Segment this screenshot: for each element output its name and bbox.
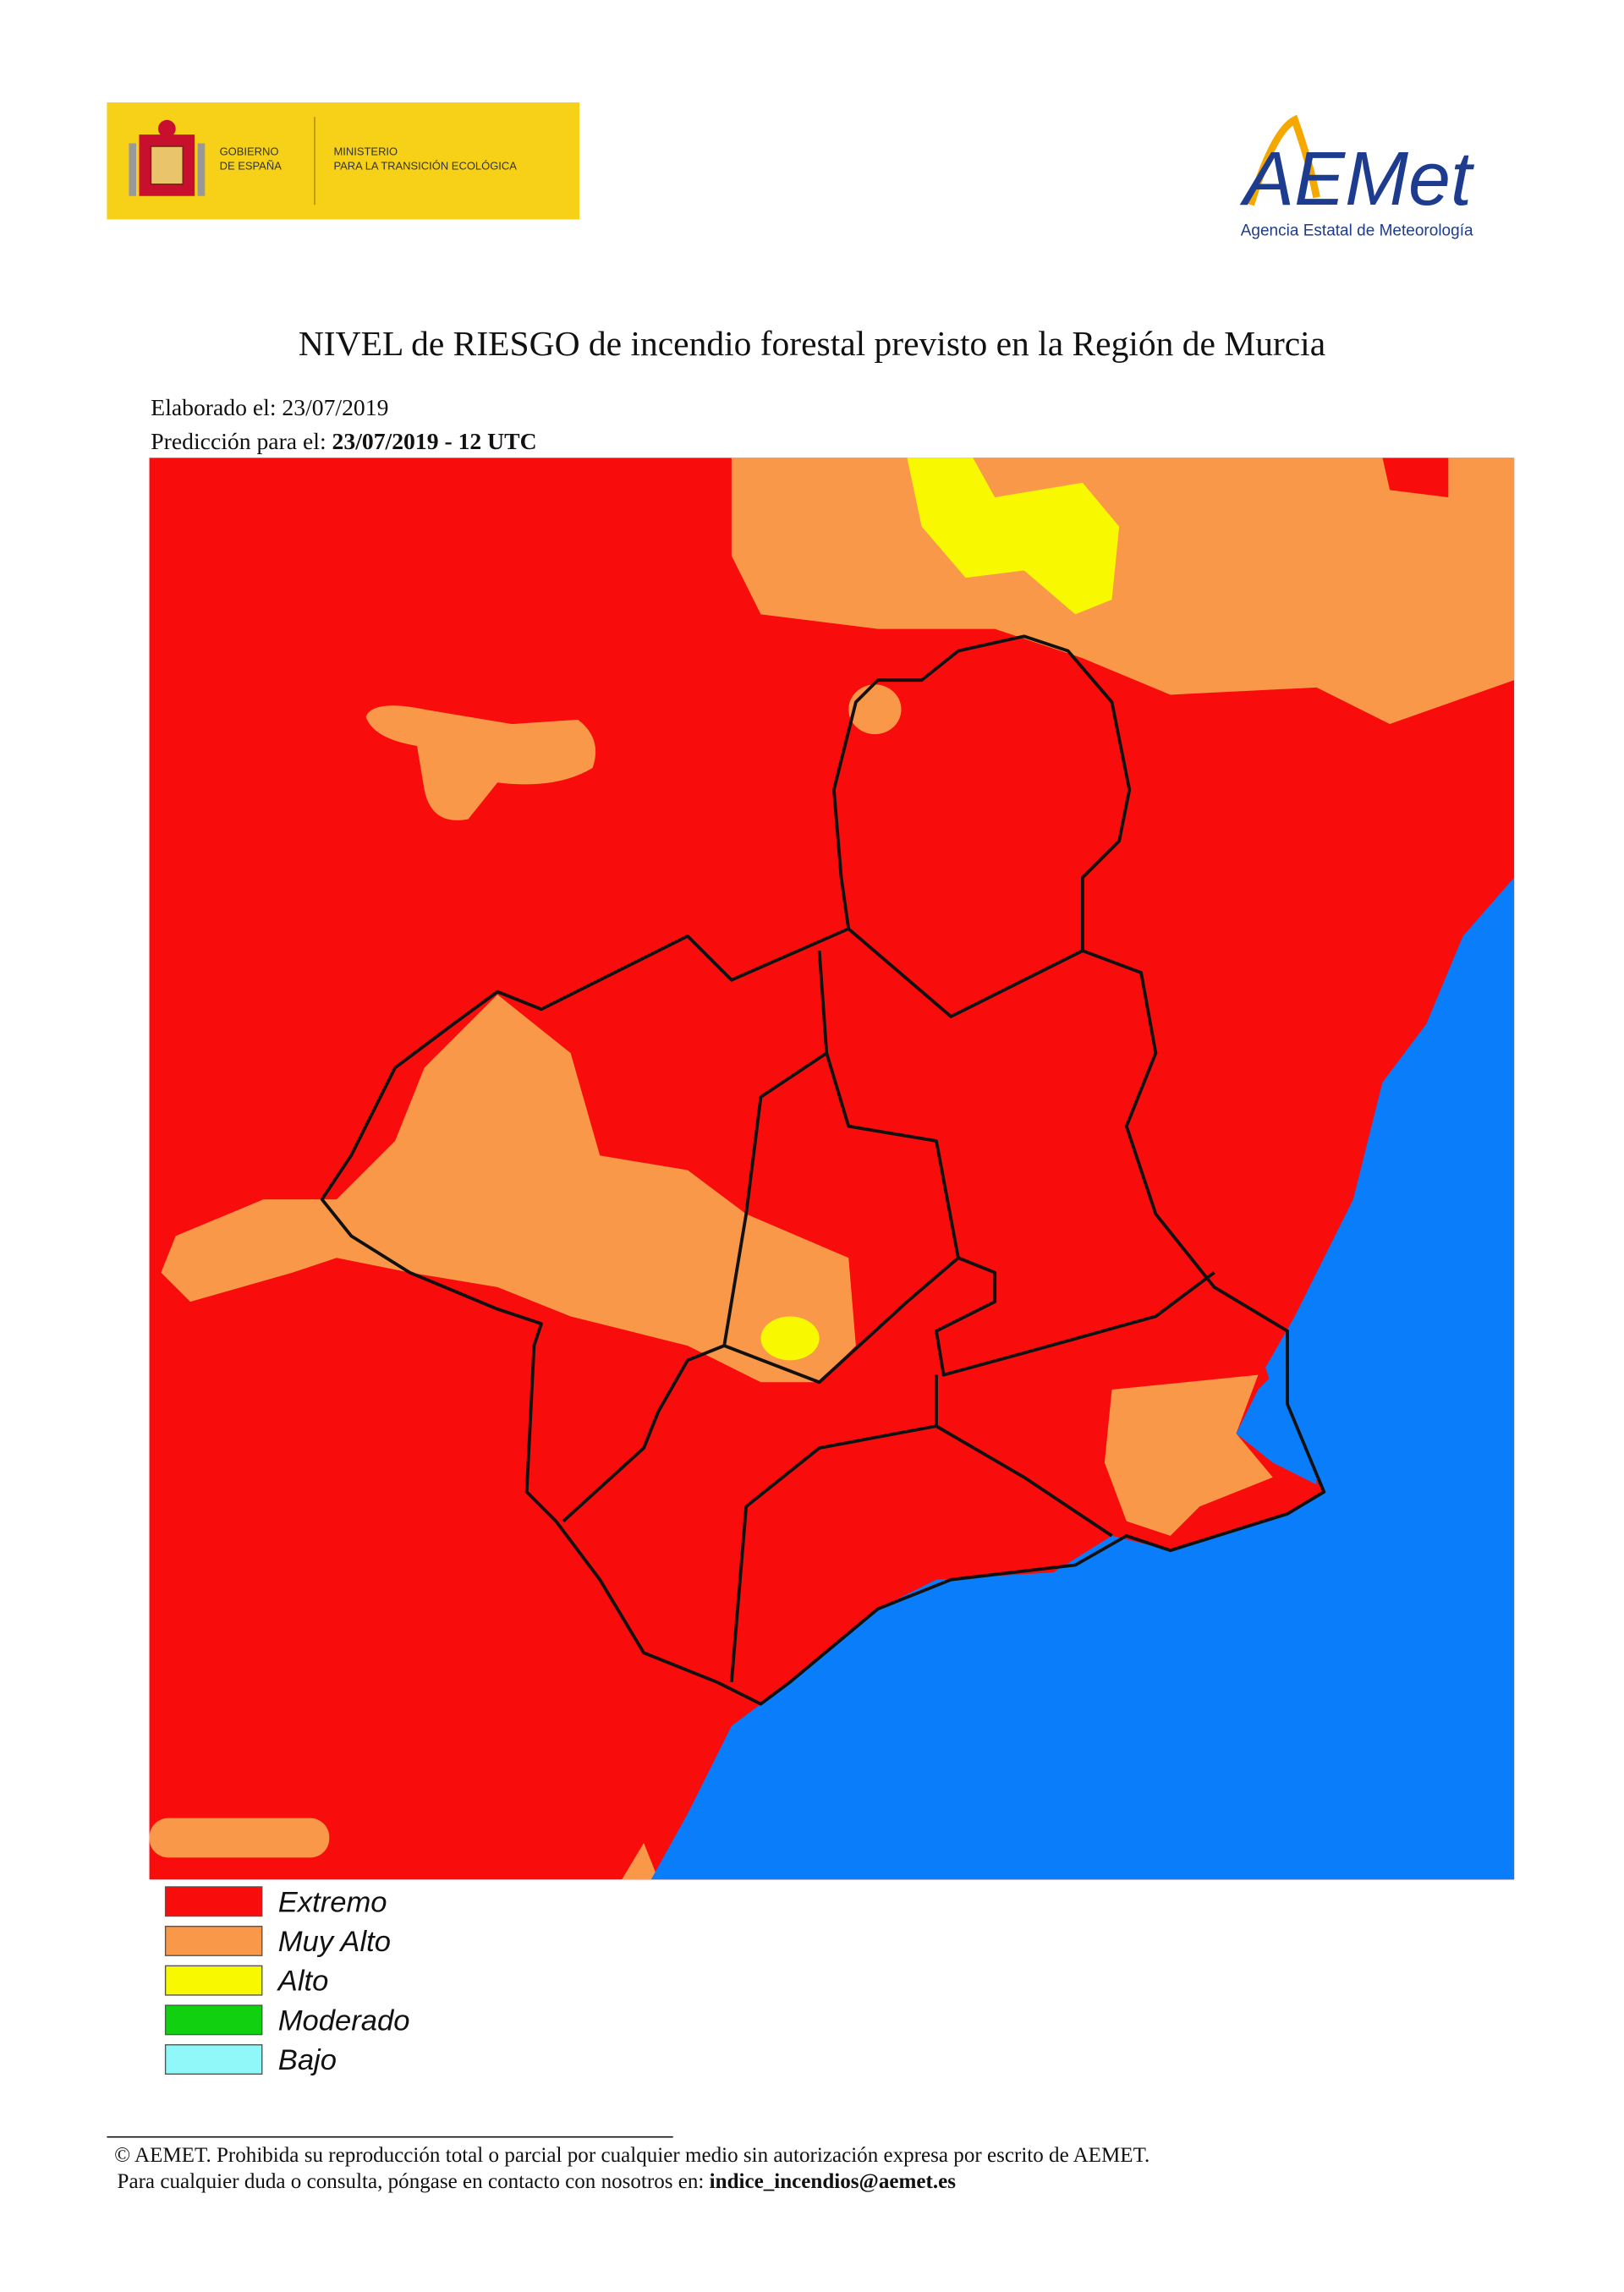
made-on: Elaborado el: 23/07/2019 — [151, 394, 388, 420]
agency-name: Agencia Estatal de Meteorología — [1241, 222, 1473, 239]
legend-swatch — [164, 2044, 263, 2075]
risk-map — [149, 458, 1515, 1880]
legend-label: Moderado — [278, 2004, 410, 2037]
agency-logo: AEMet — [1239, 137, 1475, 222]
footer-contact: Para cualquier duda o consulta, póngase … — [118, 2170, 957, 2193]
footer-contact-text: Para cualquier duda o consulta, póngase … — [118, 2170, 705, 2193]
footer-copyright: © AEMET. Prohibida su reproducción total… — [114, 2144, 1149, 2167]
gov-text: GOBIERNO — [220, 145, 279, 157]
very-high-area — [622, 1843, 659, 1880]
region-borders — [320, 634, 1326, 1706]
ministry-text: PARA LA TRANSICIÓN ECOLÓGICA — [333, 160, 517, 173]
gov-text: DE ESPAÑA — [220, 160, 283, 173]
forecast-line: Predicción para el: 23/07/2019 - 12 UTC — [151, 428, 536, 454]
very-high-area — [365, 705, 596, 820]
legend-swatch — [164, 2004, 263, 2036]
forecast-label: Predicción para el: — [151, 428, 326, 454]
very-high-area — [848, 684, 902, 735]
forecast-value: 23/07/2019 - 12 UTC — [332, 428, 537, 454]
mar-menor — [1236, 1360, 1317, 1485]
very-high-area — [161, 995, 856, 1383]
high-area — [907, 458, 1120, 615]
coat-of-arms — [129, 119, 206, 196]
very-high-area — [149, 1818, 330, 1858]
title: NIVEL de RIESGO de incendio forestal pre… — [299, 324, 1325, 363]
legend-swatch — [164, 1886, 263, 1917]
very-high-area — [1104, 1374, 1273, 1536]
legend-label: Bajo — [278, 2044, 337, 2076]
ministry-text: MINISTERIO — [333, 145, 398, 157]
legend-label: Extremo — [278, 1886, 387, 1918]
high-area — [760, 1316, 820, 1361]
legend-label: Alto — [277, 1966, 329, 1998]
legend-swatch — [164, 1925, 263, 1956]
legend-swatch — [164, 1965, 263, 1996]
legend-label: Muy Alto — [278, 1926, 391, 1958]
aemet-swoosh — [1247, 114, 1320, 206]
legend: Extremo Muy Alto Alto Moderado Bajo — [164, 1886, 410, 2076]
footer-email: indice_incendios@aemet.es — [710, 2170, 957, 2193]
sea — [650, 877, 1515, 1880]
